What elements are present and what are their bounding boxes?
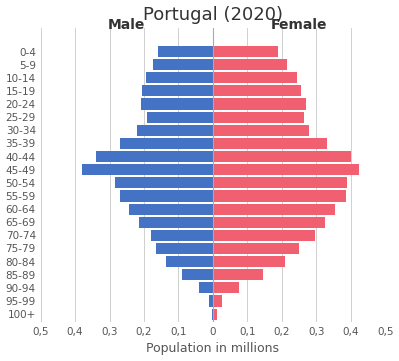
Bar: [213, 59, 287, 70]
Bar: [213, 190, 346, 201]
Bar: [156, 243, 213, 254]
Bar: [213, 309, 217, 320]
Bar: [213, 230, 314, 241]
Bar: [213, 85, 301, 96]
Bar: [213, 138, 327, 149]
Bar: [148, 112, 213, 123]
Bar: [82, 164, 213, 175]
Bar: [151, 230, 213, 241]
Bar: [182, 269, 213, 280]
Bar: [199, 282, 213, 293]
Bar: [158, 46, 213, 57]
Bar: [120, 138, 213, 149]
Bar: [213, 243, 299, 254]
Bar: [140, 99, 213, 110]
Bar: [213, 269, 263, 280]
Bar: [142, 85, 213, 96]
Bar: [213, 46, 279, 57]
Bar: [213, 151, 351, 162]
Bar: [213, 295, 221, 306]
Bar: [153, 59, 213, 70]
Bar: [213, 72, 297, 83]
Bar: [213, 204, 335, 215]
Bar: [139, 217, 213, 228]
Bar: [213, 282, 239, 293]
Text: Female: Female: [271, 18, 327, 32]
Title: Portugal (2020): Portugal (2020): [143, 5, 283, 23]
Bar: [213, 217, 325, 228]
Bar: [128, 204, 213, 215]
Bar: [120, 190, 213, 201]
Bar: [213, 112, 304, 123]
Bar: [137, 125, 213, 136]
Bar: [146, 72, 213, 83]
Bar: [213, 177, 347, 188]
Bar: [209, 295, 213, 306]
Bar: [115, 177, 213, 188]
Bar: [213, 99, 306, 110]
Bar: [96, 151, 213, 162]
Bar: [213, 164, 359, 175]
Text: Male: Male: [108, 18, 146, 32]
Bar: [166, 256, 213, 267]
Bar: [212, 309, 213, 320]
Bar: [213, 125, 309, 136]
Bar: [213, 256, 285, 267]
X-axis label: Population in millions: Population in millions: [146, 343, 279, 356]
